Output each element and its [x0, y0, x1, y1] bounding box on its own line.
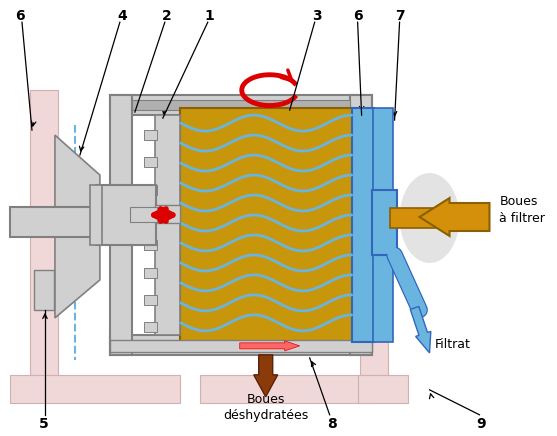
Bar	[34, 270, 54, 310]
Ellipse shape	[399, 173, 460, 263]
Bar	[144, 268, 157, 278]
Bar	[372, 190, 397, 255]
Bar	[10, 207, 101, 237]
Text: 9: 9	[477, 417, 486, 431]
Bar	[110, 95, 372, 115]
Bar	[130, 207, 157, 222]
FancyArrow shape	[411, 307, 431, 353]
FancyArrow shape	[419, 198, 490, 236]
Text: 3: 3	[312, 9, 321, 23]
Bar	[144, 157, 157, 167]
Bar	[144, 212, 157, 222]
Bar	[373, 108, 393, 342]
Bar	[360, 130, 388, 380]
Text: Boues
à filtrer: Boues à filtrer	[500, 195, 545, 225]
Bar	[180, 108, 351, 342]
FancyArrow shape	[254, 355, 278, 397]
Text: 1: 1	[205, 9, 214, 23]
Bar	[132, 100, 350, 110]
Bar	[90, 185, 102, 245]
Bar	[144, 240, 157, 250]
Text: 7: 7	[395, 9, 404, 23]
Text: 2: 2	[162, 9, 172, 23]
Bar	[110, 95, 132, 355]
Bar	[155, 205, 180, 223]
Bar	[110, 340, 372, 352]
Bar	[351, 108, 374, 342]
Bar	[155, 115, 180, 335]
Bar	[350, 95, 372, 355]
Bar	[10, 375, 180, 403]
Text: 6: 6	[15, 9, 25, 23]
Text: Boues
déshydratées: Boues déshydratées	[223, 393, 309, 422]
Bar	[30, 90, 58, 385]
Text: 5: 5	[39, 417, 49, 431]
Bar	[144, 295, 157, 305]
Text: Filtrat: Filtrat	[434, 338, 471, 351]
Polygon shape	[55, 135, 100, 318]
Bar	[110, 335, 372, 355]
Text: 8: 8	[327, 417, 336, 431]
Bar	[144, 185, 157, 195]
Text: 6: 6	[353, 9, 363, 23]
Bar	[358, 375, 408, 403]
Bar	[200, 375, 375, 403]
Bar	[144, 322, 157, 332]
Bar	[144, 130, 157, 140]
Bar	[389, 208, 444, 228]
Bar	[132, 340, 350, 350]
Bar	[96, 185, 156, 245]
FancyArrow shape	[240, 341, 300, 351]
Text: 4: 4	[117, 9, 127, 23]
